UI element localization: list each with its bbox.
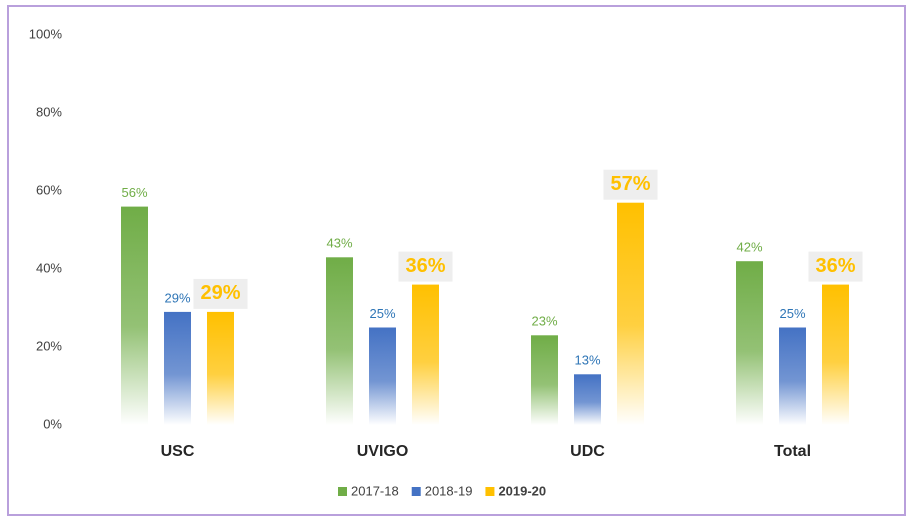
legend-swatch: [411, 487, 421, 496]
bar: [369, 327, 396, 425]
legend-label: 2018-19: [425, 483, 473, 498]
bar: [121, 206, 148, 425]
x-tick-label: USC: [161, 443, 195, 460]
bar: [412, 284, 439, 425]
value-label: 29%: [200, 282, 240, 304]
chart-border: [7, 5, 906, 516]
legend-swatch: [338, 487, 347, 496]
bar: [779, 327, 806, 425]
y-tick-label: 100%: [29, 26, 63, 41]
legend-swatch: [485, 487, 495, 496]
x-tick-label: UDC: [570, 443, 605, 460]
value-label-box: [193, 278, 248, 309]
legend-label: 2019-20: [498, 483, 546, 498]
value-label: 56%: [121, 185, 147, 200]
bar: [164, 311, 191, 425]
y-tick-label: 0%: [43, 416, 62, 431]
y-tick-label: 60%: [36, 182, 62, 197]
y-tick-label: 40%: [36, 260, 62, 275]
bar: [207, 311, 234, 425]
bar: [574, 374, 601, 425]
x-tick-label: Total: [774, 443, 811, 460]
value-label: 36%: [815, 255, 855, 277]
bar: [617, 202, 644, 425]
bar: [736, 261, 763, 425]
value-label: 29%: [164, 290, 190, 305]
x-tick-label: UVIGO: [357, 443, 409, 460]
value-label: 42%: [736, 240, 762, 255]
value-label: 25%: [779, 306, 805, 321]
bar: [822, 284, 849, 425]
bar: [326, 257, 353, 425]
value-label: 25%: [369, 306, 395, 321]
value-label-box: [398, 251, 453, 282]
value-label: 23%: [531, 314, 557, 329]
value-label: 36%: [405, 255, 445, 277]
legend-label: 2017-18: [351, 483, 399, 498]
y-tick-label: 20%: [36, 338, 62, 353]
bar: [531, 335, 558, 425]
y-tick-label: 80%: [36, 104, 62, 119]
value-label: 43%: [326, 236, 352, 251]
value-label: 57%: [610, 173, 650, 195]
value-label-box: [603, 169, 658, 200]
value-label: 13%: [574, 353, 600, 368]
value-label-box: [808, 251, 863, 282]
